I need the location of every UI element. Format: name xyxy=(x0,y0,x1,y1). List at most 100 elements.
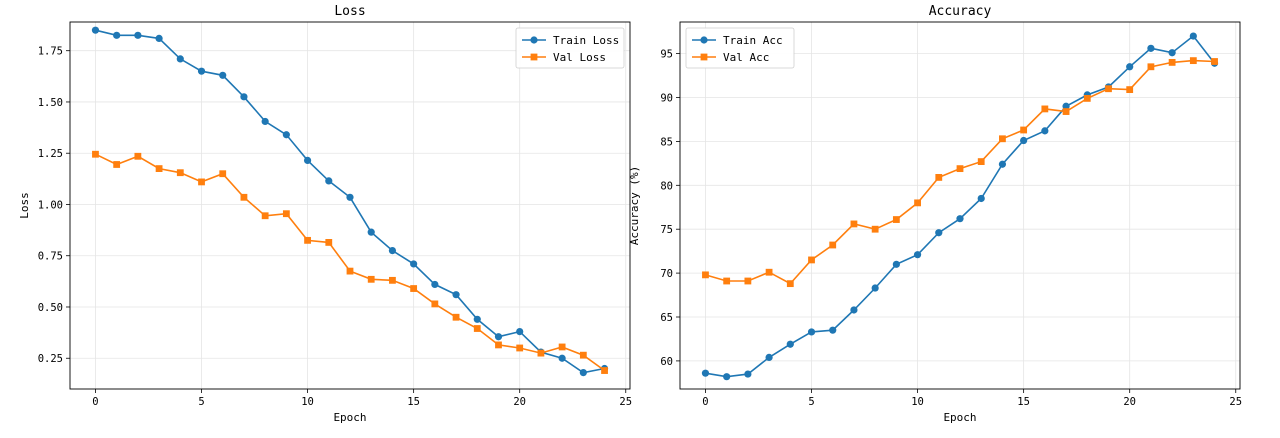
data-point xyxy=(452,313,460,321)
x-axis-label: Epoch xyxy=(333,411,366,424)
data-point xyxy=(892,216,900,223)
data-point xyxy=(367,275,375,283)
series-line xyxy=(95,153,605,372)
data-point xyxy=(1062,102,1070,110)
x-tick-label: 20 xyxy=(1123,396,1136,408)
x-tick-label: 5 xyxy=(808,396,814,408)
data-point xyxy=(325,239,333,246)
data-point xyxy=(346,267,354,275)
data-point xyxy=(1062,108,1070,115)
data-point xyxy=(537,349,545,357)
data-point xyxy=(744,370,752,378)
data-point xyxy=(410,260,418,268)
data-point xyxy=(495,341,502,349)
data-point xyxy=(956,215,964,223)
x-tick-label: 0 xyxy=(92,396,98,408)
data-point xyxy=(134,152,142,160)
data-point xyxy=(240,93,248,101)
y-tick-label: 1.25 xyxy=(38,148,63,160)
data-point xyxy=(999,135,1006,143)
data-point xyxy=(850,306,858,314)
data-point xyxy=(702,271,709,279)
series-val-loss xyxy=(92,150,608,374)
y-axis-label: Accuracy (%) xyxy=(628,166,641,245)
data-point xyxy=(935,174,943,181)
x-tick-label: 25 xyxy=(619,396,632,408)
data-point xyxy=(410,285,418,292)
data-point xyxy=(1168,49,1176,57)
data-point xyxy=(871,284,879,292)
data-point xyxy=(1168,58,1176,66)
legend-marker xyxy=(530,36,538,44)
data-point xyxy=(113,31,121,39)
data-point xyxy=(1105,85,1112,93)
data-point xyxy=(829,326,837,334)
data-point xyxy=(494,333,503,341)
data-point xyxy=(1189,32,1197,40)
data-point xyxy=(261,212,269,220)
data-point xyxy=(473,315,481,323)
data-point xyxy=(282,131,290,139)
x-tick-label: 25 xyxy=(1229,396,1242,408)
data-point xyxy=(1189,57,1197,65)
data-point xyxy=(914,199,921,207)
data-point xyxy=(176,169,184,177)
series-line xyxy=(705,34,1216,378)
legend-label: Train Loss xyxy=(553,34,619,47)
data-point xyxy=(240,193,248,201)
y-axis-label: Loss xyxy=(18,192,31,219)
data-point xyxy=(304,236,311,244)
data-point xyxy=(516,327,524,336)
chart-loss: 0 5 10 15 20 25 0.25 0.50 0.75 1.00 1.25 1.50 1.75 Lo… xyxy=(18,4,632,424)
legend: Train Acc Val Acc xyxy=(685,27,795,69)
legend-label: Val Loss xyxy=(553,51,606,64)
data-point xyxy=(723,373,731,381)
x-tick-label: 5 xyxy=(198,396,204,408)
plot-frame xyxy=(69,21,631,390)
legend-box xyxy=(515,27,625,69)
data-point xyxy=(134,31,142,39)
data-point xyxy=(91,26,100,34)
data-point xyxy=(197,67,206,75)
data-point xyxy=(1020,126,1028,134)
chart-accuracy: 0 5 10 15 20 25 60 65 70 75 80 85 90 95 Accuracy Epoch A… xyxy=(628,4,1242,424)
legend-marker xyxy=(530,53,538,61)
data-point xyxy=(388,247,397,255)
x-tick-label: 20 xyxy=(513,396,526,408)
data-point xyxy=(701,369,710,377)
series-line xyxy=(705,59,1215,285)
data-point xyxy=(829,241,837,249)
chart-title: Loss xyxy=(334,4,365,19)
data-point xyxy=(998,160,1007,168)
x-tick-label: 15 xyxy=(407,396,420,408)
legend-marker xyxy=(700,53,708,61)
series-line xyxy=(95,29,605,374)
x-tick-label: 15 xyxy=(1017,396,1030,408)
data-point xyxy=(473,325,481,332)
y-tick-label: 1.00 xyxy=(38,199,63,211)
y-tick-label: 0.25 xyxy=(38,353,63,365)
data-point xyxy=(913,251,922,259)
y-tick-label: 1.50 xyxy=(38,97,63,109)
y-tick-label: 1.75 xyxy=(38,46,63,58)
chart-title: Accuracy xyxy=(929,4,992,19)
x-tick-label: 0 xyxy=(702,396,708,408)
data-point xyxy=(1147,44,1155,52)
data-point xyxy=(765,353,773,361)
data-point xyxy=(871,225,879,233)
data-point xyxy=(452,291,460,299)
data-point xyxy=(219,170,227,178)
y-tick-label: 80 xyxy=(660,180,673,192)
data-point xyxy=(786,340,794,348)
x-axis-label: Epoch xyxy=(943,411,976,424)
data-point xyxy=(744,277,752,285)
data-point xyxy=(1126,86,1134,94)
data-point xyxy=(1211,58,1218,65)
x-tick-label: 10 xyxy=(911,396,924,408)
data-point xyxy=(579,368,587,377)
data-point xyxy=(579,351,587,359)
y-tick-label: 65 xyxy=(660,312,673,324)
data-point xyxy=(92,150,99,158)
data-point xyxy=(956,165,964,173)
